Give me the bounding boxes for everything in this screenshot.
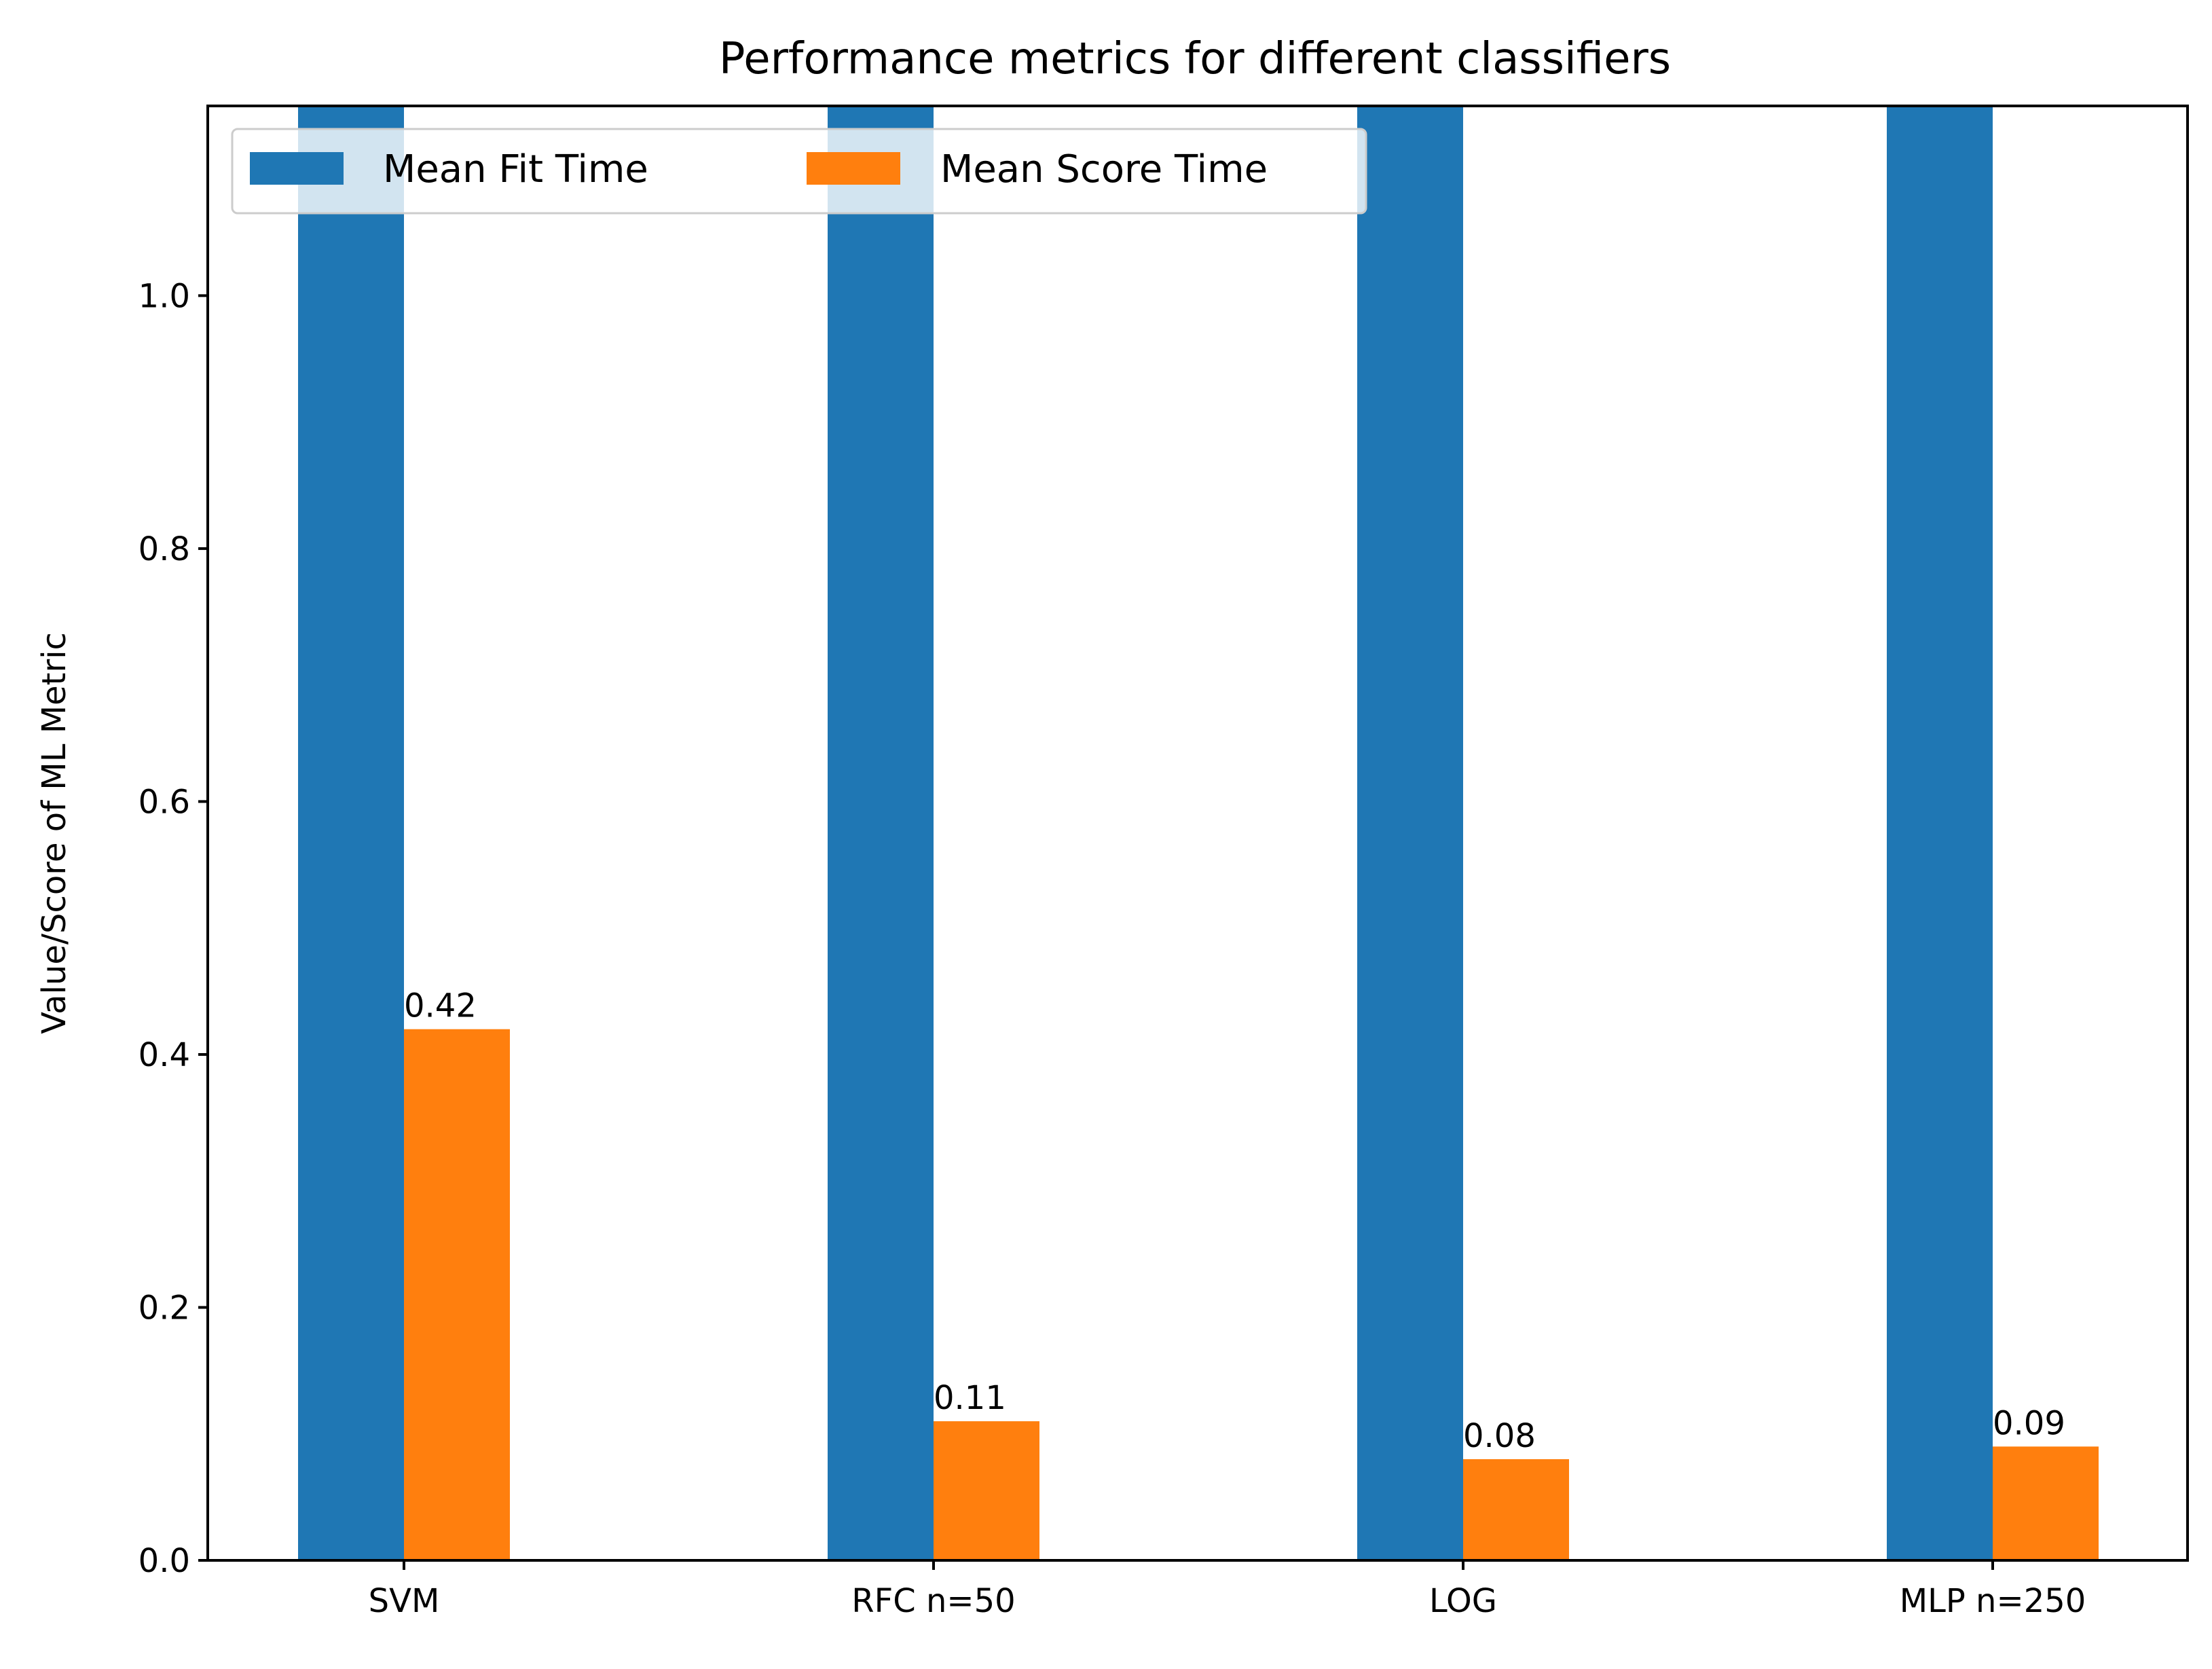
legend-swatch-mean-fit-time <box>250 152 344 185</box>
x-tick-label: MLP n=250 <box>1900 1582 2086 1620</box>
bar-mean-score-time-0 <box>404 1029 510 1560</box>
x-tick-label: SVM <box>369 1582 440 1620</box>
y-tick-label: 1.0 <box>139 277 190 315</box>
x-axis: SVM RFC n=50 LOG MLP n=250 <box>369 1560 2086 1620</box>
y-axis: 0.0 0.2 0.4 0.6 0.8 1.0 <box>139 277 208 1580</box>
bar-mean-fit-time-3 <box>1887 106 1993 1560</box>
data-label-3: 0.09 <box>1993 1404 2065 1442</box>
bar-mean-score-time-1 <box>934 1421 1039 1560</box>
y-tick-label: 0.2 <box>139 1289 190 1327</box>
chart-title: Performance metrics for different classi… <box>719 34 1671 84</box>
bar-mean-fit-time-0 <box>298 106 404 1560</box>
bar-mean-fit-time-2 <box>1357 106 1463 1560</box>
bar-mean-score-time-3 <box>1993 1446 2099 1560</box>
legend-label-mean-fit-time: Mean Fit Time <box>383 147 648 191</box>
legend-frame <box>231 128 1367 215</box>
y-tick-label: 0.8 <box>139 530 190 568</box>
data-label-0: 0.42 <box>404 987 477 1025</box>
legend: Mean Fit Time Mean Score Time <box>231 128 1367 215</box>
legend-label-mean-score-time: Mean Score Time <box>940 147 1268 191</box>
x-tick-label: LOG <box>1429 1582 1497 1620</box>
data-labels-group: 0.42 0.11 0.08 0.09 <box>404 987 2065 1455</box>
y-tick-label: 0.4 <box>139 1036 190 1074</box>
data-label-2: 0.08 <box>1463 1417 1536 1455</box>
plot-frame <box>206 105 2189 1562</box>
bar-mean-fit-time-1 <box>828 106 934 1560</box>
legend-swatch-mean-score-time <box>807 152 900 185</box>
legend-items: Mean Fit Time Mean Score Time <box>250 147 1268 191</box>
data-label-1: 0.11 <box>934 1379 1006 1417</box>
bar-mean-score-time-2 <box>1463 1459 1569 1560</box>
plot-area: 0.42 0.11 0.08 0.09 <box>206 105 2189 1562</box>
y-axis-label: Value/Score of ML Metric <box>35 632 73 1034</box>
bars-group <box>298 106 2099 1560</box>
y-tick-label: 0.6 <box>139 783 190 821</box>
y-tick-label: 0.0 <box>139 1542 190 1580</box>
x-tick-label: RFC n=50 <box>851 1582 1015 1620</box>
